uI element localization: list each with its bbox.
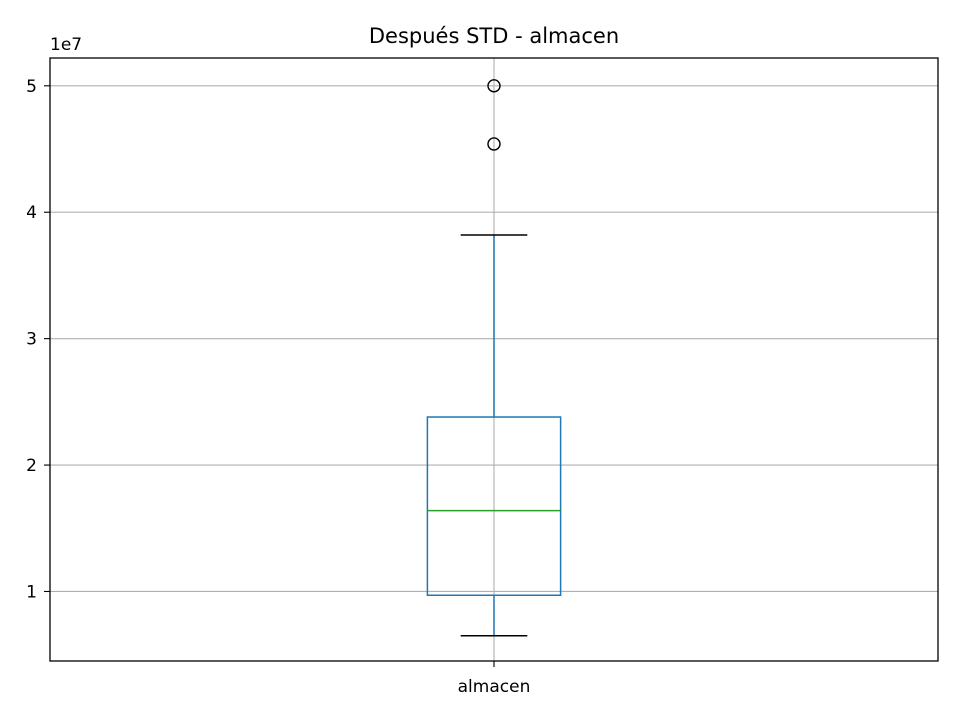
outlier-point xyxy=(487,79,501,93)
chart-title: Después STD - almacen xyxy=(369,24,619,48)
plot-area xyxy=(426,79,562,637)
outlier-point xyxy=(487,137,501,151)
y-tick-label: 3 xyxy=(26,330,37,350)
y-tick-label: 4 xyxy=(26,203,37,223)
y-axis: 1 2 3 4 5 xyxy=(26,77,50,602)
y-tick-label: 2 xyxy=(26,456,37,476)
x-tick-label: almacen xyxy=(458,677,531,697)
y-axis-offset-label: 1e7 xyxy=(50,35,82,55)
y-tick-label: 5 xyxy=(26,77,37,97)
x-axis: almacen xyxy=(458,661,531,697)
iqr-box xyxy=(426,416,562,597)
y-tick-label: 1 xyxy=(26,582,37,602)
